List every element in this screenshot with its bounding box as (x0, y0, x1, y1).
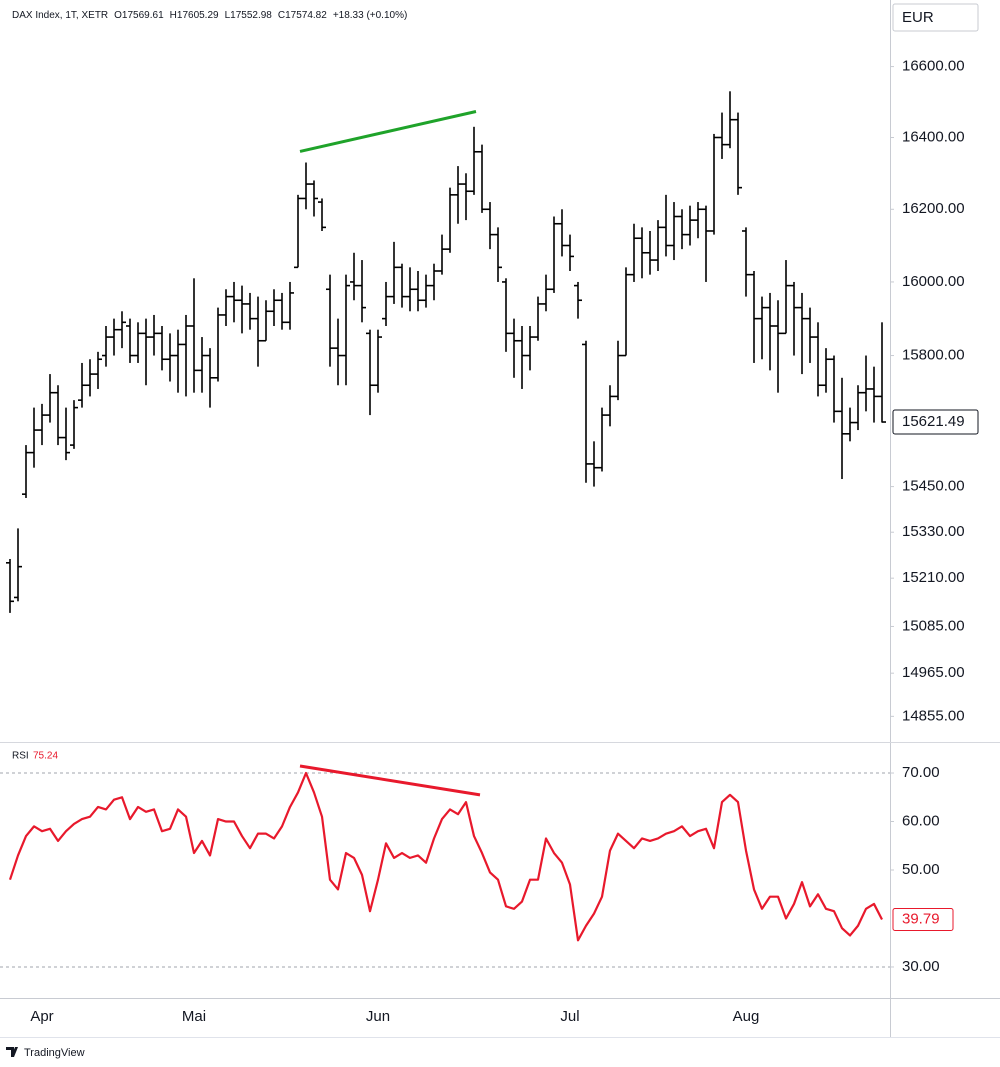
y-tick-label: 16200.00 (902, 200, 965, 217)
y-tick-label: 16600.00 (902, 58, 965, 75)
legend-close: C17574.82 (278, 10, 327, 21)
y-tick-label: 15450.00 (902, 478, 965, 495)
rsi-line (8, 771, 883, 942)
x-tick-label: Aug (733, 1008, 760, 1025)
logo[interactable] (6, 1047, 18, 1057)
y-tick-label: 15800.00 (902, 347, 965, 364)
x-tick-label: Jun (366, 1008, 390, 1025)
y-tick-label: 14965.00 (902, 664, 965, 681)
footer-brand[interactable]: TradingView (24, 1047, 85, 1059)
footer[interactable]: TradingView (6, 1047, 85, 1059)
y-tick-label: 15085.00 (902, 617, 965, 634)
y-tick-label: 16000.00 (902, 273, 965, 290)
y-tick-label: 60.00 (902, 812, 940, 829)
currency-box[interactable] (892, 3, 979, 32)
x-tick-label: Apr (30, 1008, 53, 1025)
last-price-label: 15621.49 (902, 413, 965, 430)
chart-header: DAX Index, 1T, XETR O17569.61 H17605.29 L17… (12, 10, 407, 21)
x-tick-label: Mai (182, 1008, 206, 1025)
rsi-title: RSI (12, 751, 29, 762)
trendline (299, 110, 477, 153)
x-tick-label: Jul (560, 1008, 579, 1025)
y-tick-label: 16400.00 (902, 128, 965, 145)
legend-low: L17552.98 (225, 10, 273, 21)
y-tick-label: 30.00 (902, 958, 940, 975)
y-tick-label: 50.00 (902, 861, 940, 878)
y-tick-label: 15210.00 (902, 569, 965, 586)
y-tick-label: 70.00 (902, 764, 940, 781)
trendline (299, 764, 481, 797)
legend-high: H17605.29 (170, 10, 219, 21)
rsi-last-box (892, 908, 954, 932)
chart-title: DAX Index, 1T, XETR (12, 10, 108, 21)
currency[interactable]: EUR (902, 9, 934, 26)
y-tick-label: 15330.00 (902, 523, 965, 540)
y-tick-label: 14855.00 (902, 707, 965, 724)
last-price-box (892, 409, 979, 435)
legend-change: +18.33 (+0.10%) (333, 10, 408, 21)
legend-open: O17569.61 (114, 10, 164, 21)
rsi-last-label: 39.79 (902, 910, 940, 927)
rsi-legend-value: 75.24 (33, 751, 58, 762)
